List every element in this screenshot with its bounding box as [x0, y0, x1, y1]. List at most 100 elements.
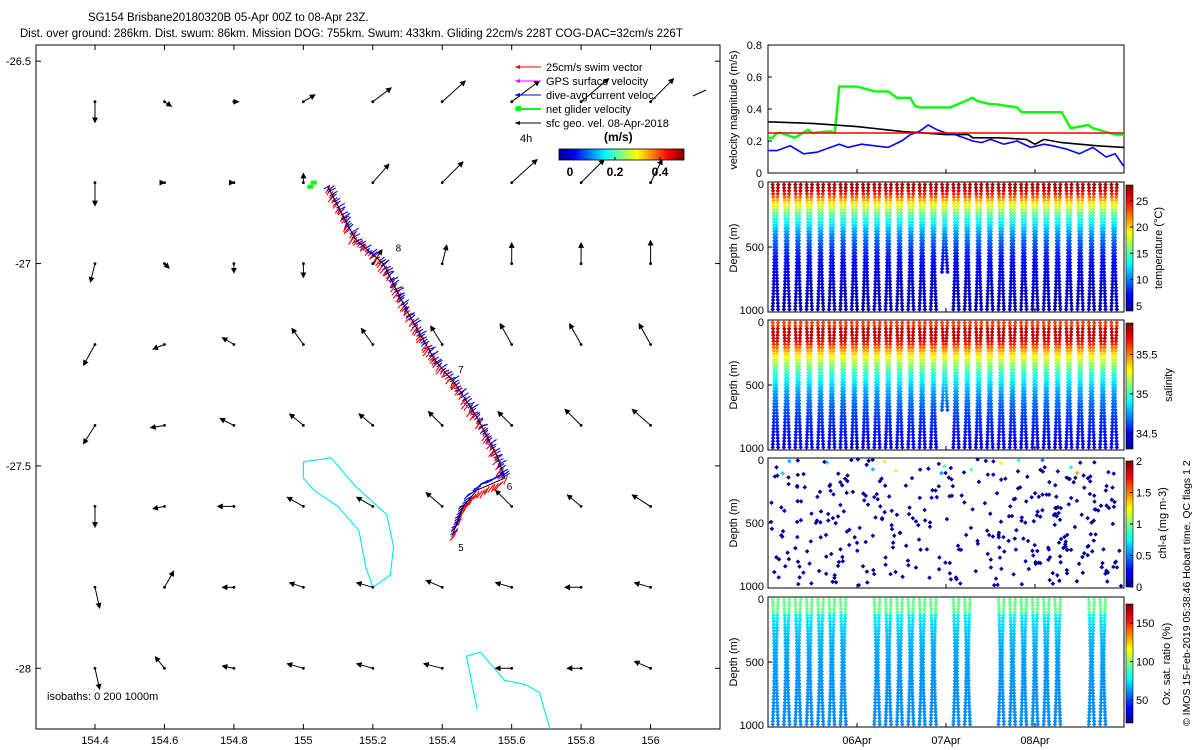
velocity-ytick-label: 0: [756, 168, 762, 180]
section-point: [860, 307, 866, 312]
section-point: [805, 282, 810, 287]
swim-vector: [487, 484, 494, 493]
velocity-ytick-label: 0.6: [747, 72, 762, 84]
section-point: [808, 272, 813, 278]
section-point: [830, 263, 836, 268]
section-point: [827, 294, 832, 300]
geo-arrow: [154, 656, 165, 669]
section-point: [797, 288, 803, 293]
section-point: [782, 297, 787, 303]
geo-arrow: [566, 494, 582, 507]
swim-vector: [486, 439, 491, 445]
section-point: [865, 282, 870, 287]
section-point: [782, 272, 788, 278]
section-point: [770, 300, 776, 306]
section-point: [873, 272, 878, 278]
section-point: [774, 285, 780, 290]
section-point: [809, 307, 815, 312]
section-point: [877, 300, 882, 306]
geo-arrow: [152, 504, 165, 511]
section-point: [865, 291, 870, 297]
section-point: [771, 263, 777, 268]
section-point: [794, 269, 799, 275]
section-point: [865, 288, 870, 293]
swim-vector: [383, 269, 391, 277]
section-point: [831, 294, 837, 300]
section-point: [861, 285, 867, 290]
section-point: [820, 300, 826, 306]
dive-current-vector: [460, 392, 469, 399]
section-point: [830, 272, 836, 278]
section-point: [854, 297, 859, 303]
dive-current-vector: [351, 233, 361, 239]
dive-current-vector: [501, 471, 508, 477]
section-point: [804, 300, 810, 306]
section-point: [775, 291, 780, 297]
section-point: [860, 304, 866, 309]
geo-arrow: [83, 344, 96, 367]
section-point: [850, 294, 855, 300]
geo-arrow: [631, 408, 651, 426]
section-point: [872, 304, 877, 309]
map-xtick-label: 155.8: [567, 735, 595, 747]
section-point: [866, 304, 871, 309]
geo-arrow: [425, 491, 443, 507]
dive-current-vector: [336, 202, 346, 209]
dive-current-vector: [397, 294, 406, 301]
map-xtick-label: 155.2: [359, 735, 387, 747]
section-point: [808, 279, 814, 284]
legend-sfc-geo-velocity: sfc geo. vel. 08-Apr-2018: [546, 118, 669, 130]
section-point: [798, 307, 803, 312]
dive-current-vector: [323, 184, 331, 190]
swim-vector: [472, 492, 480, 500]
section-point: [838, 291, 844, 297]
section-point: [830, 266, 836, 272]
section-point: [797, 269, 802, 275]
section-point: [853, 263, 858, 268]
section-point: [797, 272, 802, 278]
geo-arrow-origin: [93, 585, 97, 589]
section-point: [786, 279, 791, 284]
swim-vector: [454, 387, 462, 396]
section-point: [816, 294, 821, 300]
section-point: [774, 260, 779, 265]
section-point: [843, 294, 848, 300]
geo-arrow: [511, 80, 541, 103]
section-point: [853, 279, 859, 284]
day-mark-5: 5: [458, 543, 464, 554]
section-point: [841, 257, 847, 262]
section-point: [828, 279, 833, 284]
dive-current-vector: [449, 375, 460, 383]
geo-arrow-origin: [163, 181, 166, 185]
section-point: [809, 304, 815, 309]
swim-vector: [389, 283, 396, 289]
section-point: [819, 257, 824, 262]
map-xtick-label: 154.6: [151, 735, 179, 747]
swim-vector: [479, 489, 486, 499]
section-point: [798, 297, 803, 303]
swim-vector: [503, 475, 508, 485]
section-point: [808, 260, 813, 265]
geo-arrow: [499, 322, 513, 345]
geo-velocity-arrows: [82, 77, 675, 690]
section-point: [797, 275, 802, 281]
section-point: [793, 307, 798, 312]
section-point: [771, 282, 776, 287]
section-point: [842, 285, 848, 290]
colorbar-title: (m/s): [604, 130, 633, 144]
section-point: [809, 297, 814, 303]
section-point: [842, 263, 847, 268]
section-point: [797, 285, 803, 290]
section-point: [830, 269, 836, 275]
section-point: [809, 300, 814, 306]
section-point: [770, 297, 776, 303]
section-point: [771, 279, 777, 284]
section-point: [793, 300, 798, 306]
section-point: [798, 304, 803, 309]
depth-tick-label: 500: [746, 242, 764, 254]
section-point: [865, 294, 871, 300]
day-mark-7: 7: [458, 365, 464, 376]
dive-current-vector: [482, 429, 489, 435]
section-point: [819, 269, 825, 275]
